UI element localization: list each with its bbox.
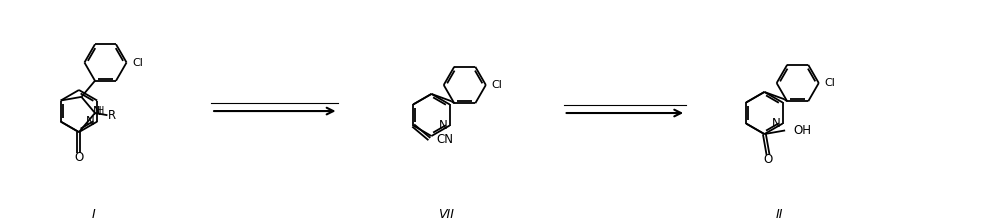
Text: OH: OH [793, 124, 811, 137]
Text: CN: CN [436, 133, 453, 146]
Text: N: N [93, 105, 101, 118]
Text: I: I [92, 208, 96, 221]
Text: VII: VII [438, 208, 454, 221]
Text: R: R [108, 109, 116, 122]
Text: O: O [74, 151, 84, 164]
Text: II: II [775, 208, 783, 221]
Text: H: H [97, 106, 105, 116]
Text: Cl: Cl [492, 80, 503, 90]
Text: Cl: Cl [825, 78, 836, 88]
Text: Cl: Cl [132, 58, 143, 67]
Text: O: O [763, 153, 773, 166]
Text: N: N [438, 119, 447, 132]
Text: N: N [86, 115, 95, 128]
Text: N: N [771, 117, 780, 130]
